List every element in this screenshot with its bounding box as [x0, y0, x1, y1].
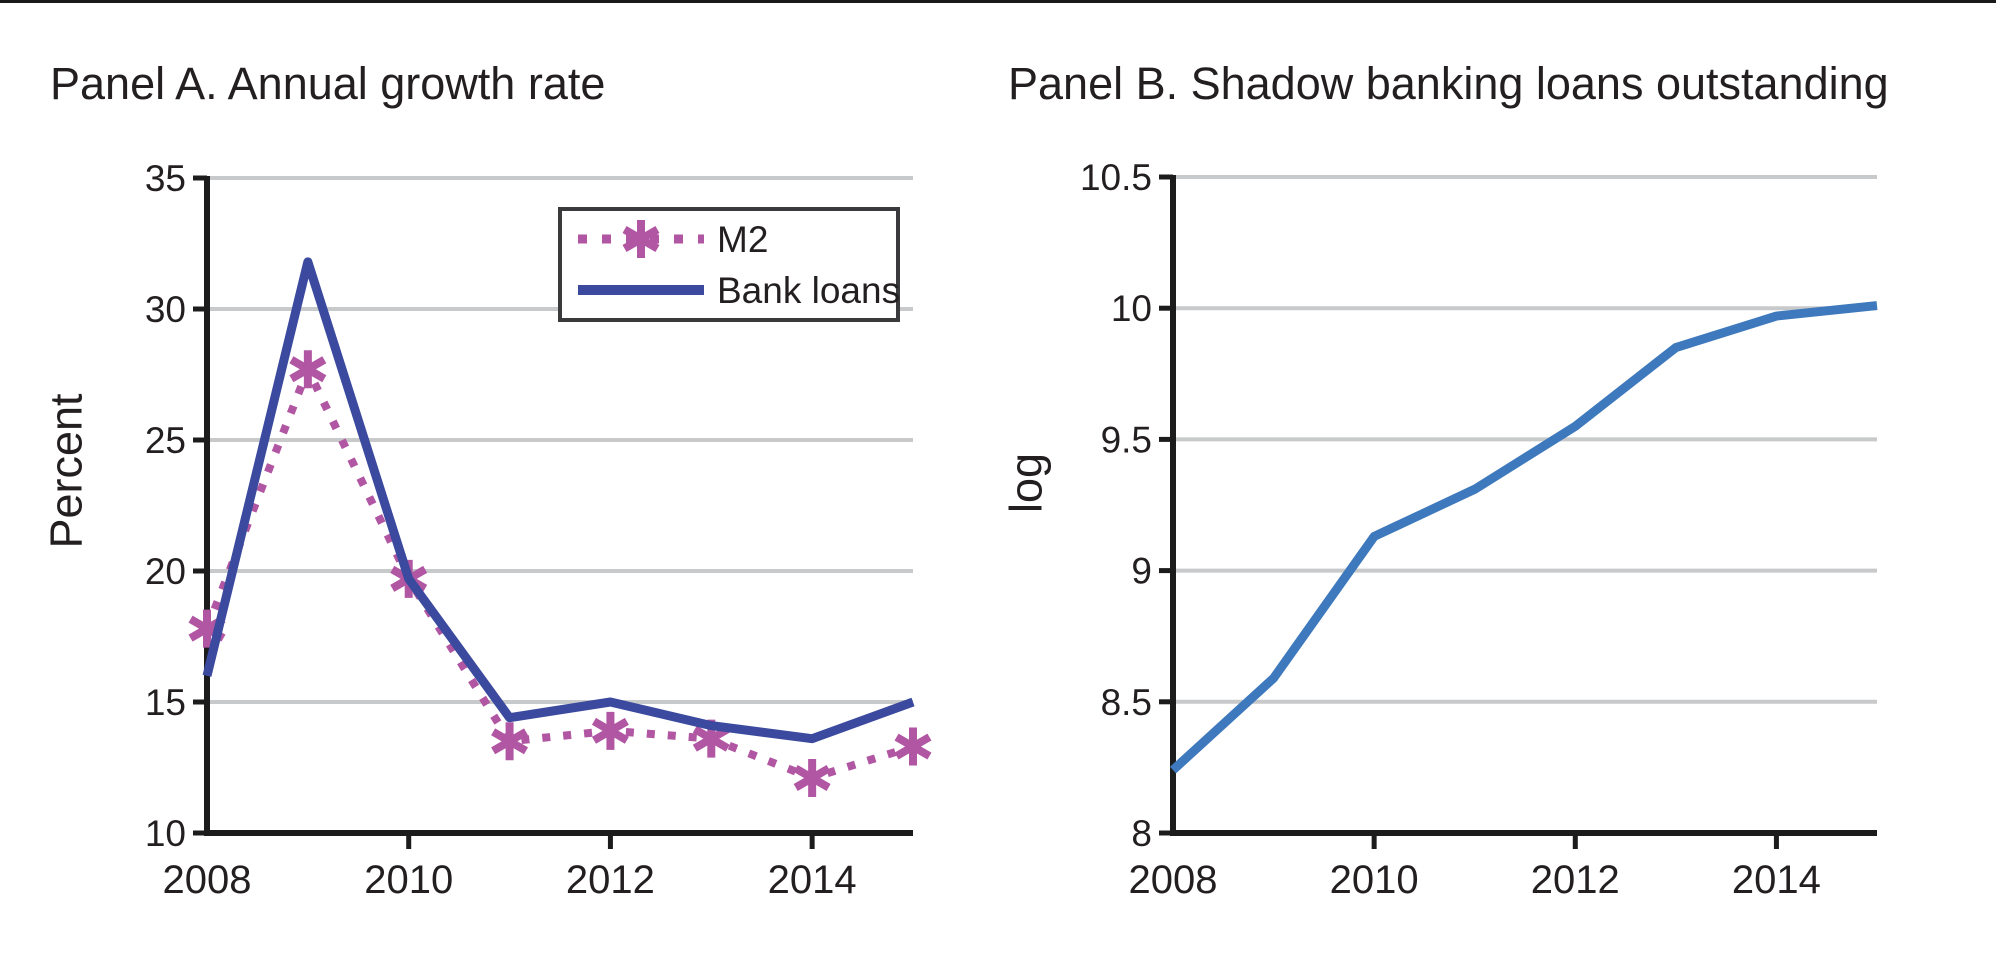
- legend-item-m2: M2: [578, 216, 896, 262]
- x-tick-label: 2008: [1129, 858, 1218, 902]
- gridlines: [1173, 175, 1877, 704]
- x-tick-label: 2010: [364, 858, 453, 902]
- panel-b-title: Panel B. Shadow banking loans outstandin…: [1008, 58, 1889, 109]
- shadow-banking-loans-outstanding-line: [1169, 301, 1878, 774]
- legend-label-m2: M2: [717, 218, 769, 260]
- bank-loans-line: [202, 257, 915, 744]
- x-tick-label: 2014: [768, 858, 857, 902]
- x-tick-label: 2012: [566, 858, 655, 902]
- top-rule: [0, 0, 1996, 3]
- panel-a-y-axis-label: Percent: [40, 393, 92, 549]
- x-tick-label: 2010: [1330, 858, 1419, 902]
- y-tick-label: 8: [1131, 813, 1152, 854]
- m2-marker: [289, 350, 327, 389]
- m2-marker: [491, 722, 529, 761]
- y-tick-label: 8.5: [1101, 682, 1152, 723]
- bank-loans-line-swatch: [578, 285, 704, 295]
- m2-asterisk-marker: [622, 226, 660, 252]
- x-tick-label: 2014: [1732, 858, 1821, 902]
- m2-marker: [591, 711, 629, 750]
- panel-b-plot-area: 8 8.5 9 9.5 10 10.5 2008 2010 2012 2014: [1080, 157, 1878, 902]
- legend: M2 Bank loans: [558, 207, 900, 322]
- y-tick-label: 10.5: [1080, 157, 1152, 198]
- legend-label-bank-loans: Bank loans: [717, 269, 901, 311]
- panel-a-plot-area: 10 15 20 25 30 35 2008 2010 2012 2014: [145, 158, 932, 902]
- m2-marker: [894, 727, 932, 766]
- x-tick-label: 2012: [1531, 858, 1620, 902]
- y-tick-label: 35: [145, 158, 186, 199]
- m2-marker: [793, 758, 831, 797]
- y-tick-label: 15: [145, 682, 186, 723]
- legend-item-bank-loans: Bank loans: [578, 267, 900, 313]
- m2-line-swatch: [578, 220, 704, 258]
- y-tick-label: 20: [145, 551, 186, 592]
- y-tick-label: 9.5: [1101, 419, 1152, 460]
- x-tick-label: 2008: [163, 858, 252, 902]
- m2-line: [203, 365, 915, 782]
- y-tick-label: 30: [145, 289, 186, 330]
- y-tick-label: 9: [1131, 551, 1152, 592]
- y-tick-label: 10: [1111, 288, 1152, 329]
- y-tick-label: 10: [145, 813, 186, 854]
- panel-a-title: Panel A. Annual growth rate: [50, 58, 606, 109]
- y-tick-label: 25: [145, 420, 186, 461]
- panel-b-y-axis-label: log: [1000, 452, 1052, 514]
